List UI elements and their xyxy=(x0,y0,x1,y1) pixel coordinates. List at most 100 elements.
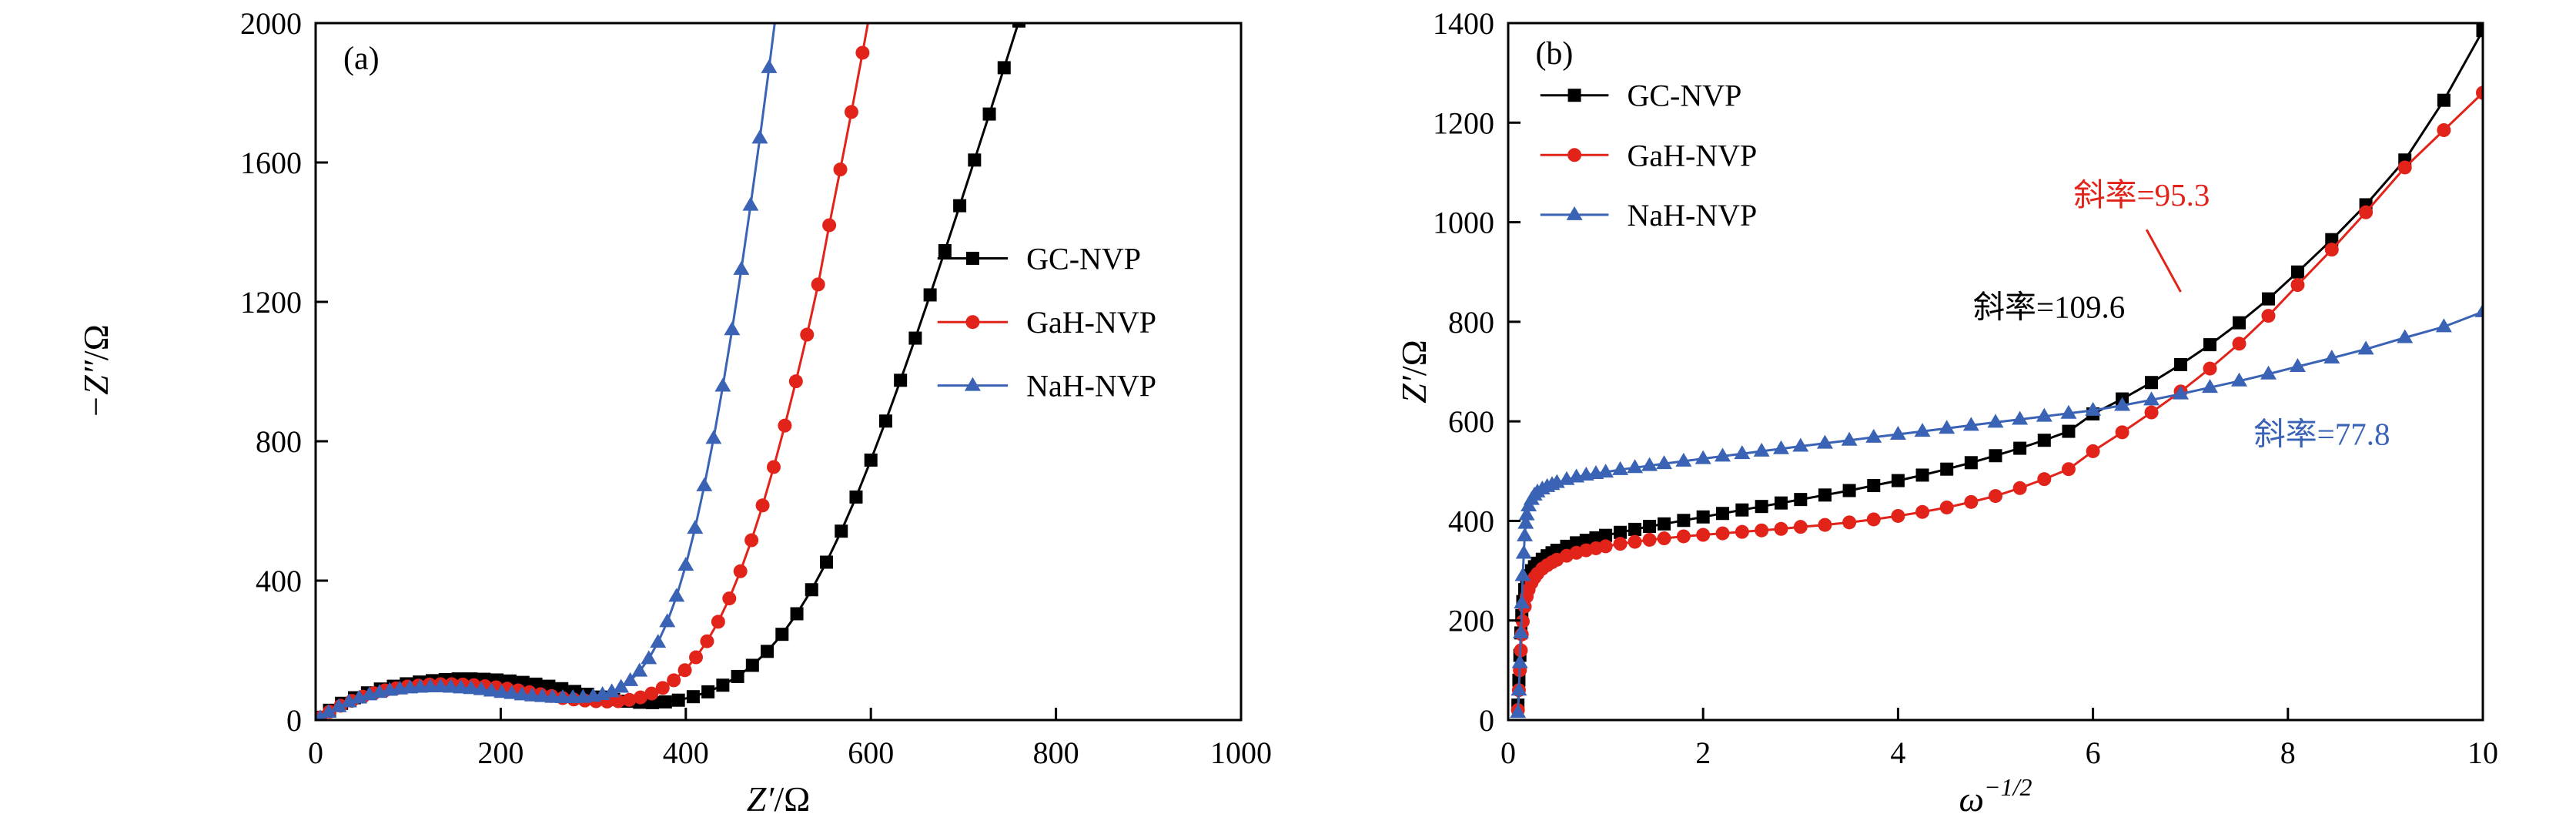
square-marker xyxy=(1891,474,1905,487)
y-tick-label: 800 xyxy=(1448,305,1494,340)
x-tick-label: 1000 xyxy=(1210,735,1272,770)
circle-marker xyxy=(677,663,692,678)
circle-marker xyxy=(1939,500,1954,514)
triangle-marker xyxy=(2397,329,2414,343)
square-marker xyxy=(1677,514,1691,528)
y-tick-label: 1200 xyxy=(240,285,302,320)
legend-label: GC-NVP xyxy=(1026,241,1141,276)
triangle-marker xyxy=(2474,303,2483,317)
circle-marker xyxy=(711,615,725,629)
square-marker xyxy=(2261,292,2275,306)
triangle-marker xyxy=(320,704,337,718)
triangle-marker xyxy=(724,321,741,336)
triangle-marker xyxy=(1512,624,1529,638)
triangle-marker xyxy=(1517,527,1534,541)
triangle-marker xyxy=(554,689,571,704)
triangle-marker xyxy=(2036,407,2052,422)
annotation-text: 斜率=95.3 xyxy=(2073,177,2210,213)
plot-border xyxy=(314,22,1243,722)
circle-marker xyxy=(1818,518,1832,532)
square-marker xyxy=(2233,316,2246,330)
circle-marker xyxy=(2203,361,2217,376)
triangle-marker xyxy=(1816,434,1833,449)
triangle-marker xyxy=(330,698,347,712)
legend-item-gc-nvp: GC-NVP xyxy=(1540,79,1741,113)
x-tick-label: 2 xyxy=(1695,735,1711,770)
legend-label: GaH-NVP xyxy=(1627,138,1757,173)
circle-marker xyxy=(822,218,837,233)
square-marker xyxy=(1567,89,1581,102)
circle-marker xyxy=(833,162,848,177)
series-layer xyxy=(316,23,1026,720)
circle-marker xyxy=(1642,532,1657,547)
legend-item-gc-nvp: GC-NVP xyxy=(937,241,1141,276)
panel-label: (b) xyxy=(1535,36,1573,72)
triangle-marker xyxy=(1734,445,1751,460)
series-line xyxy=(319,23,776,719)
triangle-marker xyxy=(733,260,750,275)
circle-marker xyxy=(2261,309,2276,323)
x-tick-label: 0 xyxy=(308,735,323,770)
annotation-3: 斜率=77.8 xyxy=(2254,416,2390,451)
triangle-marker xyxy=(1627,459,1644,474)
circle-marker xyxy=(2437,122,2451,137)
square-marker xyxy=(1012,23,1026,28)
triangle-marker xyxy=(1694,450,1711,464)
square-marker xyxy=(2174,357,2188,371)
series-line xyxy=(319,23,1020,718)
circle-marker xyxy=(2061,462,2076,477)
triangle-marker xyxy=(1715,447,1731,462)
circle-marker xyxy=(1515,615,1530,629)
triangle-marker xyxy=(641,650,657,665)
circle-marker xyxy=(755,498,770,513)
y-axis: 0 400 800 1200 1600 2000 xyxy=(240,6,328,738)
triangle-marker xyxy=(1675,452,1692,467)
series-line xyxy=(1517,29,2483,705)
circle-marker xyxy=(844,105,858,119)
x-tick-label: 4 xyxy=(1890,735,1905,770)
circle-marker xyxy=(2037,472,2052,487)
series-gc-nvp xyxy=(316,23,1026,720)
square-marker xyxy=(997,61,1011,75)
circle-marker xyxy=(2115,425,2129,440)
triangle-marker xyxy=(1987,414,2004,428)
triangle-marker xyxy=(1641,457,1658,471)
triangle-marker xyxy=(613,678,630,693)
y-tick-label: 400 xyxy=(256,564,302,598)
series-line xyxy=(1517,310,2483,713)
triangle-marker xyxy=(1514,595,1531,609)
triangle-marker xyxy=(650,634,667,648)
triangle-marker xyxy=(473,681,490,695)
square-marker xyxy=(908,331,922,345)
circle-marker xyxy=(800,327,815,342)
annotation-text: 斜率=109.6 xyxy=(1973,289,2125,324)
triangle-marker xyxy=(696,477,713,491)
legend: GC-NVP GaH-NVP NaH-NVP xyxy=(937,241,1156,404)
triangle-marker xyxy=(524,687,540,702)
circle-marker xyxy=(1657,531,1671,546)
circle-marker xyxy=(766,460,781,474)
annotation-leader xyxy=(2145,229,2182,293)
circle-marker xyxy=(622,692,637,707)
x-axis-label: ω−1/2 xyxy=(1959,773,2032,819)
triangle-marker xyxy=(1566,206,1583,220)
triangle-marker xyxy=(604,683,621,698)
triangle-marker xyxy=(1914,423,1931,437)
square-marker xyxy=(864,453,878,467)
circle-marker xyxy=(2144,405,2159,420)
square-marker xyxy=(2325,233,2339,246)
square-marker xyxy=(1989,449,2002,463)
square-marker xyxy=(745,658,759,672)
square-marker xyxy=(2062,424,2076,438)
triangle-marker xyxy=(503,685,520,699)
x-tick-label: 0 xyxy=(1500,735,1516,770)
triangle-marker xyxy=(1510,682,1527,696)
triangle-marker xyxy=(751,129,768,144)
y-tick-label: 0 xyxy=(1479,703,1494,738)
circle-marker xyxy=(1989,489,2002,504)
triangle-marker xyxy=(2085,401,2102,416)
legend-label: NaH-NVP xyxy=(1026,369,1156,404)
triangle-marker xyxy=(1656,455,1673,470)
series-nah-nvp xyxy=(1510,303,2483,718)
